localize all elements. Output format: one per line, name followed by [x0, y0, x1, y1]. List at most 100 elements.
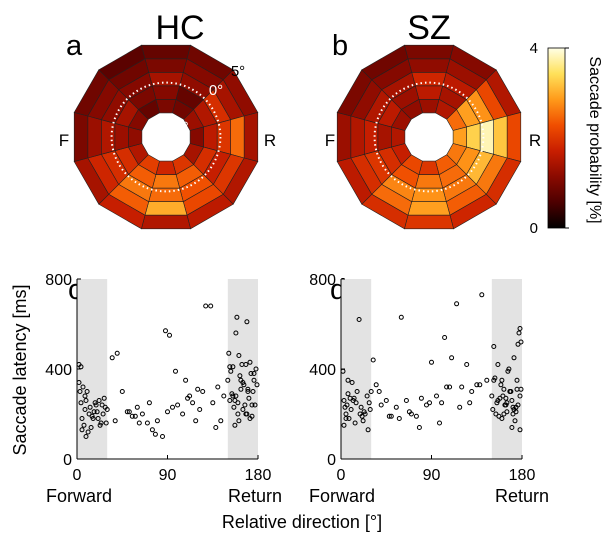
data-point — [187, 393, 193, 399]
colorbar-max-label: 4 — [530, 40, 538, 57]
heatmap-cell — [73, 112, 89, 162]
data-point — [447, 384, 453, 390]
data-point — [250, 389, 256, 394]
data-point — [376, 389, 382, 394]
forward-label-d: Forward — [309, 486, 375, 506]
data-point — [79, 427, 85, 433]
data-point — [364, 393, 370, 399]
data-point — [103, 420, 109, 426]
data-point — [368, 389, 374, 394]
data-point — [506, 366, 512, 372]
data-point — [454, 301, 460, 307]
data-point — [514, 386, 520, 392]
data-point — [345, 377, 351, 383]
data-point — [97, 422, 103, 428]
data-point — [221, 393, 227, 399]
data-point — [489, 393, 495, 399]
data-point — [230, 393, 236, 399]
x-axis-label: Relative direction [°] — [222, 512, 382, 532]
heatmap-cell — [151, 85, 181, 100]
data-point — [354, 389, 360, 394]
shaded-direction-band — [341, 279, 372, 459]
data-point — [124, 409, 130, 415]
data-point — [491, 344, 497, 349]
data-point — [439, 400, 445, 406]
data-point — [457, 404, 463, 410]
heatmap-cell — [144, 58, 188, 73]
data-point — [210, 400, 216, 406]
data-point — [236, 353, 242, 358]
data-point — [406, 409, 412, 415]
data-point — [352, 420, 358, 426]
forward-label-c: Forward — [46, 486, 112, 506]
data-point — [511, 355, 517, 361]
heatmap-cell — [151, 174, 181, 189]
data-point — [230, 364, 236, 370]
data-point — [132, 413, 138, 419]
data-point — [146, 400, 152, 406]
zero-degree-ring — [110, 81, 222, 193]
data-point — [345, 391, 351, 397]
data-point — [85, 429, 91, 435]
data-point — [139, 411, 145, 417]
data-point — [246, 395, 252, 401]
data-point — [501, 411, 507, 417]
data-point — [516, 330, 522, 336]
data-point — [136, 420, 142, 426]
data-point — [434, 393, 439, 399]
data-point — [95, 416, 101, 421]
data-point — [249, 413, 255, 419]
panel-b-title: SZ — [407, 9, 450, 47]
data-point — [353, 400, 359, 406]
data-point — [464, 362, 470, 367]
y-tick-label: 800 — [45, 272, 72, 289]
data-point — [501, 386, 507, 392]
panel-a-title: HC — [155, 9, 204, 47]
data-point — [484, 377, 490, 383]
heatmap-cell — [404, 214, 454, 230]
data-point — [87, 404, 93, 410]
heatmap-cell — [414, 174, 444, 189]
heatmap-cell — [493, 115, 508, 159]
data-point — [193, 418, 199, 424]
data-point — [232, 398, 238, 403]
data-point — [370, 357, 376, 363]
data-point — [498, 382, 504, 388]
data-point — [245, 386, 251, 392]
colorbar — [547, 47, 566, 229]
colorbar-label: Saccade probability [%] — [586, 56, 603, 223]
data-point — [514, 377, 520, 383]
data-point — [386, 413, 392, 419]
data-point — [119, 389, 125, 394]
data-point — [518, 339, 524, 345]
data-point — [80, 384, 86, 390]
heatmap-cell — [377, 122, 392, 152]
data-point — [226, 350, 232, 356]
data-point — [238, 377, 244, 383]
data-point — [100, 411, 106, 417]
data-point — [398, 314, 404, 320]
x-tick-label: 90 — [423, 467, 441, 484]
data-point — [403, 398, 409, 403]
data-point — [227, 398, 233, 403]
data-point — [82, 407, 88, 412]
y-tick-label: 0 — [63, 452, 72, 469]
data-point — [512, 418, 518, 424]
data-point — [341, 422, 347, 428]
data-point — [247, 359, 253, 365]
data-point — [83, 398, 89, 403]
data-point — [356, 317, 362, 322]
heatmap-cell — [336, 112, 352, 162]
data-point — [200, 389, 206, 394]
y-tick-label: 400 — [45, 362, 72, 379]
data-point — [479, 292, 485, 298]
data-point — [245, 389, 251, 394]
data-point — [515, 341, 521, 347]
data-point — [165, 409, 170, 415]
y-tick-label: 400 — [309, 362, 336, 379]
heatmap-cell — [203, 122, 218, 152]
data-point — [510, 411, 516, 417]
data-point — [240, 407, 246, 412]
data-point — [167, 332, 172, 338]
polar-label-inner: -5° — [169, 119, 188, 136]
